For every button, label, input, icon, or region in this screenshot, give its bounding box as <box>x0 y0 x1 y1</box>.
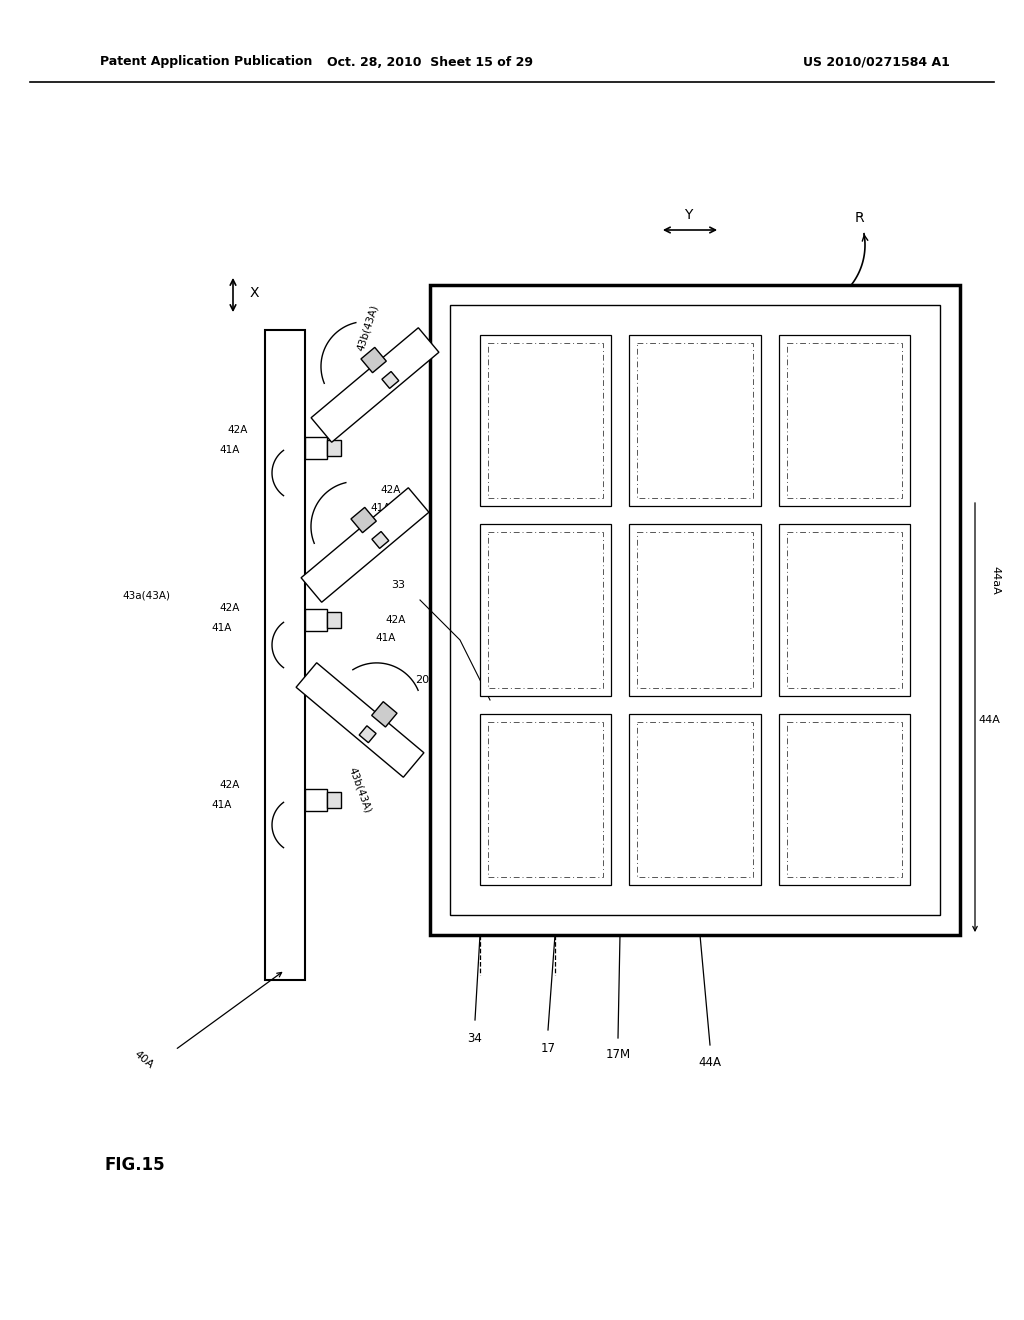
Text: 42A: 42A <box>227 425 248 436</box>
Bar <box>630 524 761 696</box>
Text: 41A: 41A <box>375 634 395 643</box>
Bar <box>450 305 940 915</box>
Polygon shape <box>301 488 429 602</box>
Text: FIG.15: FIG.15 <box>105 1156 166 1173</box>
Bar <box>488 722 603 876</box>
Text: 43b(43A): 43b(43A) <box>347 766 373 814</box>
Polygon shape <box>372 532 389 548</box>
Bar <box>786 532 902 688</box>
Text: 43a(43A): 43a(43A) <box>122 590 170 601</box>
Text: R: R <box>855 211 864 224</box>
Text: 41A: 41A <box>370 503 390 513</box>
Polygon shape <box>360 347 386 372</box>
Text: 17M: 17M <box>605 1048 631 1061</box>
Bar <box>305 437 327 459</box>
Text: 42A: 42A <box>380 484 400 495</box>
Bar <box>305 789 327 810</box>
Text: 40A: 40A <box>132 1049 155 1071</box>
Text: Patent Application Publication: Patent Application Publication <box>100 55 312 69</box>
Bar <box>430 285 961 935</box>
Bar <box>480 714 611 884</box>
Text: 43b(43A): 43b(43A) <box>355 304 380 352</box>
Text: Oct. 28, 2010  Sheet 15 of 29: Oct. 28, 2010 Sheet 15 of 29 <box>327 55 534 69</box>
Text: US 2010/0271584 A1: US 2010/0271584 A1 <box>803 55 950 69</box>
Bar <box>786 722 902 876</box>
Bar <box>630 714 761 884</box>
Bar <box>630 335 761 507</box>
Bar <box>637 722 753 876</box>
Bar <box>778 335 910 507</box>
Bar <box>265 330 305 979</box>
Text: 41A: 41A <box>219 445 240 455</box>
Bar <box>327 792 341 808</box>
Bar <box>786 343 902 499</box>
Text: 20: 20 <box>415 675 429 685</box>
Text: 44A: 44A <box>978 715 999 725</box>
Polygon shape <box>311 327 439 442</box>
Text: X: X <box>250 286 259 300</box>
Text: 42A: 42A <box>219 780 240 789</box>
Bar <box>488 343 603 499</box>
Text: 42A: 42A <box>385 615 406 624</box>
Bar <box>327 440 341 455</box>
Bar <box>305 609 327 631</box>
Bar <box>778 714 910 884</box>
Text: 41A: 41A <box>212 800 232 810</box>
Text: Y: Y <box>684 209 692 222</box>
Bar <box>480 524 611 696</box>
Bar <box>637 343 753 499</box>
Bar <box>637 532 753 688</box>
Polygon shape <box>359 726 376 743</box>
Text: 42A: 42A <box>219 603 240 612</box>
Text: 17: 17 <box>541 1041 555 1055</box>
Polygon shape <box>372 702 397 727</box>
Bar <box>488 532 603 688</box>
Polygon shape <box>351 507 376 533</box>
Text: 41A: 41A <box>212 623 232 634</box>
Bar <box>327 612 341 628</box>
Polygon shape <box>296 663 424 777</box>
Bar <box>480 335 611 507</box>
Polygon shape <box>382 371 398 388</box>
Text: 44aA: 44aA <box>990 566 1000 594</box>
Text: 33: 33 <box>391 579 406 590</box>
Text: 44A: 44A <box>698 1056 722 1068</box>
Bar <box>778 524 910 696</box>
Text: 34: 34 <box>468 1031 482 1044</box>
